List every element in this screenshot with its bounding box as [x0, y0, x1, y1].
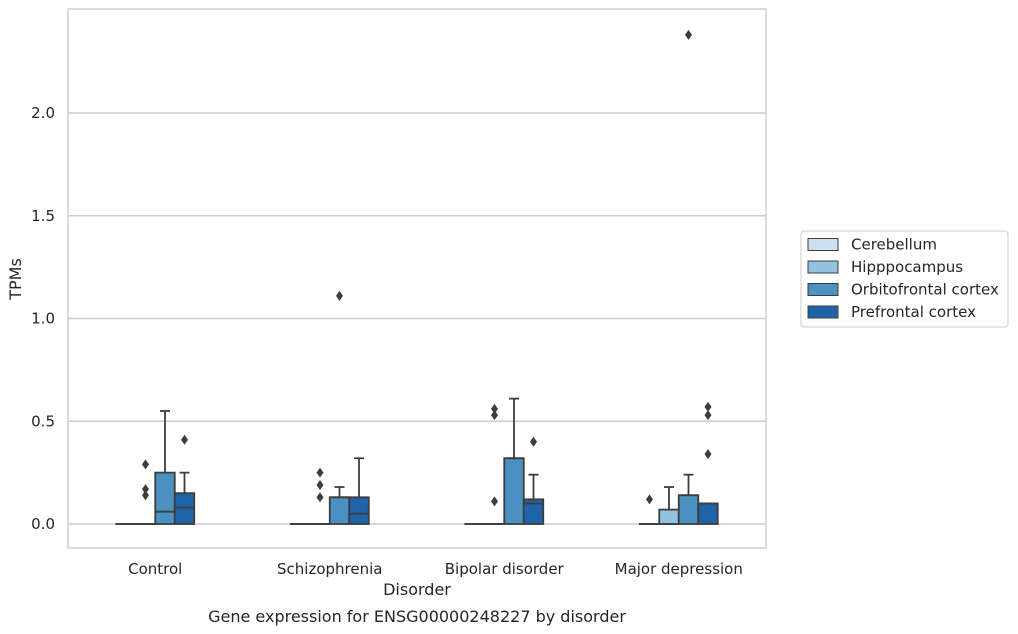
y-tick-labels: 0.0 0.5 1.0 1.5 2.0	[31, 104, 55, 533]
box	[348, 496, 370, 525]
box-0-3	[638, 494, 661, 525]
x-axis-label: Disorder	[383, 580, 451, 599]
outlier-point	[704, 449, 712, 460]
gridlines	[68, 112, 766, 525]
box-groups	[115, 29, 719, 525]
legend-swatch	[807, 305, 839, 319]
box-1-3	[658, 486, 680, 525]
box	[697, 502, 719, 525]
y-tick-label: 1.0	[31, 310, 55, 328]
y-tick-label: 1.5	[31, 207, 55, 225]
outlier-point	[491, 496, 498, 507]
box-3-0	[173, 434, 196, 525]
chart-title: Gene expression for ENSG00000248227 by d…	[208, 607, 626, 626]
outlier-point	[336, 290, 343, 301]
outlier-point	[316, 479, 324, 490]
box-2-3	[677, 29, 700, 525]
legend-label: Orbitofrontal cortex	[851, 281, 999, 299]
legend-label: Cerebellum	[851, 236, 937, 254]
x-tick-labels: Control Schizophrenia Bipolar disorder Majo…	[128, 560, 743, 578]
box-1-2	[483, 403, 506, 525]
box	[658, 508, 680, 525]
outlier-point	[316, 492, 324, 503]
x-tick-label: Control	[128, 560, 182, 578]
y-tick-label: 2.0	[31, 104, 55, 122]
x-tick-label: Major depression	[615, 560, 743, 578]
box	[154, 471, 176, 525]
outlier-point	[142, 490, 149, 501]
outlier-point	[491, 403, 498, 414]
outlier-point	[646, 494, 653, 505]
outlier-point	[704, 410, 712, 421]
box-2-2	[503, 397, 525, 525]
outlier-point	[142, 459, 149, 470]
y-axis-label: TPMs	[6, 258, 25, 301]
legend-label: Prefrontal cortex	[851, 303, 976, 321]
box-1-1	[309, 467, 331, 525]
y-tick-label: 0.0	[31, 515, 55, 533]
outlier-point	[181, 434, 188, 445]
legend-swatch	[807, 283, 839, 296]
box-2-0	[154, 410, 176, 525]
x-tick-label: Bipolar disorder	[445, 560, 565, 578]
legend-frame	[800, 230, 1009, 328]
box	[503, 457, 525, 525]
x-tick-label: Schizophrenia	[277, 560, 382, 578]
outlier-point	[142, 484, 149, 495]
outlier-point	[685, 29, 692, 40]
box-3-1	[348, 457, 370, 525]
box-3-3	[697, 401, 719, 525]
box	[328, 496, 351, 525]
box-3-2	[522, 436, 545, 525]
outlier-point	[491, 410, 498, 421]
box-1-0	[134, 459, 157, 525]
outlier-point	[704, 401, 712, 412]
outlier-point	[316, 467, 324, 478]
box-2-1	[328, 290, 351, 525]
y-tick-label: 0.5	[31, 412, 55, 430]
outlier-point	[530, 436, 537, 447]
box	[173, 492, 196, 525]
legend: Cerebellum Hipppocampus Orbitofrontal cort…	[800, 230, 1009, 328]
box	[522, 498, 545, 525]
legend-swatch	[807, 260, 839, 274]
legend-swatch	[807, 238, 839, 251]
box	[677, 494, 700, 525]
plot-frame	[67, 8, 767, 549]
legend-label: Hipppocampus	[851, 258, 963, 276]
